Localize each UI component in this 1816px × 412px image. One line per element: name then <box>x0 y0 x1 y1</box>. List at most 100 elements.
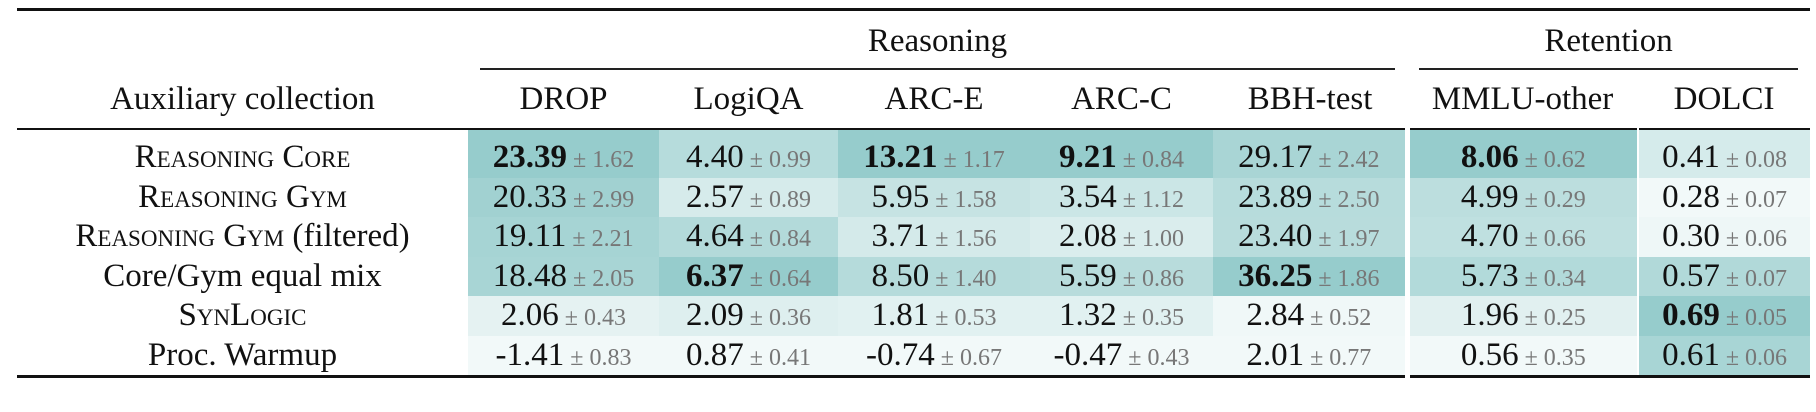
table-cell: 5.95 ± 1.58 <box>838 177 1030 217</box>
cell-error: ± 0.34 <box>1519 266 1586 292</box>
cell-error: ± 0.05 <box>1720 305 1787 331</box>
error-value: 0.52 <box>1329 305 1372 332</box>
row-label-part: Proc. Warmup <box>147 336 338 373</box>
error-value: 0.34 <box>1543 265 1586 292</box>
cell-error: ± 0.35 <box>1117 305 1184 331</box>
table-cell: 4.99 ± 0.29 <box>1404 177 1639 217</box>
table-cell: 1.96 ± 0.25 <box>1404 296 1639 336</box>
cell-error: ± 0.25 <box>1519 305 1586 331</box>
column-header: ARC-E <box>884 80 984 117</box>
cell-error: ± 1.17 <box>938 147 1005 173</box>
cell-value: 0.28 <box>1662 178 1720 215</box>
table-cell: 23.40 ± 1.97 <box>1213 217 1408 257</box>
error-value: 1.86 <box>1337 265 1380 292</box>
cell-error: ± 0.89 <box>744 187 811 213</box>
table-cell: 5.73 ± 0.34 <box>1404 256 1639 296</box>
plus-minus: ± <box>1122 186 1136 213</box>
table-cell: 0.41 ± 0.08 <box>1637 129 1811 178</box>
cell-value: 0.57 <box>1662 257 1720 294</box>
plus-minus: ± <box>1318 226 1332 253</box>
error-value: 0.84 <box>768 226 811 253</box>
row-label: Reasoning Gym (filtered) <box>17 217 468 257</box>
cell-error: ± 0.84 <box>1117 147 1184 173</box>
row-label-part: SynLogic <box>178 297 307 334</box>
plus-minus: ± <box>1122 265 1136 292</box>
row-label: Reasoning Gym <box>17 178 468 218</box>
table-cell: 0.30 ± 0.06 <box>1637 217 1811 257</box>
plus-minus: ± <box>749 265 763 292</box>
cell-error: ± 2.05 <box>567 266 634 292</box>
header-label: Auxiliary collection <box>110 80 375 117</box>
table-cell: 4.70 ± 0.66 <box>1404 217 1639 257</box>
cell-value: 18.48 <box>492 257 568 294</box>
table-cell: 0.61 ± 0.06 <box>1637 335 1811 377</box>
cell-error: ± 1.12 <box>1117 187 1184 213</box>
cell-error: ± 2.99 <box>567 187 634 213</box>
cell-error: ± 0.06 <box>1720 226 1787 252</box>
error-value: 0.08 <box>1745 147 1787 174</box>
plus-minus: ± <box>1318 186 1332 213</box>
plus-minus: ± <box>1725 186 1739 213</box>
group-label: Reasoning <box>480 23 1396 70</box>
plus-minus: ± <box>1524 226 1538 253</box>
cell-value: 4.40 <box>686 139 744 176</box>
error-value: 2.50 <box>1337 186 1380 213</box>
error-value: 1.12 <box>1141 186 1184 213</box>
plus-minus: ± <box>1524 265 1538 292</box>
table-row: Reasoning Gym 20.33 ± 2.99 2.57 ± 0.89 5.95… <box>17 177 1811 218</box>
cell-error: ± 1.58 <box>929 187 996 213</box>
cell-error: ± 0.86 <box>1117 266 1184 292</box>
table-cell: 8.50 ± 1.40 <box>838 256 1030 296</box>
error-value: 0.53 <box>954 305 997 332</box>
plus-minus: ± <box>573 147 587 174</box>
table-body: Reasoning Core 23.39 ± 1.62 4.40 ± 0.99 13.… <box>17 129 1811 377</box>
plus-minus: ± <box>749 147 763 174</box>
cell-value: 23.89 <box>1238 178 1313 215</box>
cell-value: 36.25 <box>1238 257 1313 294</box>
error-value: 0.29 <box>1543 186 1586 213</box>
cell-error: ± 0.36 <box>744 305 811 331</box>
error-value: 0.62 <box>1543 147 1586 174</box>
table-cell: 3.71 ± 1.56 <box>838 217 1030 257</box>
error-value: 1.00 <box>1141 226 1184 253</box>
error-value: 1.97 <box>1337 226 1380 253</box>
cell-value: 4.99 <box>1460 178 1519 215</box>
plus-minus: ± <box>749 226 763 253</box>
error-value: 2.42 <box>1337 147 1380 174</box>
table-row: Proc. Warmup -1.41 ± 0.83 0.87 ± 0.41 -0.74… <box>17 335 1811 377</box>
cell-value: 20.33 <box>492 178 568 215</box>
table-row: Reasoning Gym (filtered) 19.11 ± 2.21 4.64… <box>17 217 1811 257</box>
cell-value: 9.21 <box>1059 139 1117 176</box>
cell-error: ± 2.50 <box>1312 187 1379 213</box>
error-value: 0.35 <box>1543 344 1586 371</box>
table-cell: 6.37 ± 0.64 <box>659 256 838 296</box>
table-cell: 4.64 ± 0.84 <box>659 217 838 257</box>
error-value: 0.07 <box>1745 265 1787 292</box>
table-cell: 18.48 ± 2.05 <box>468 256 659 296</box>
plus-minus: ± <box>1310 305 1324 332</box>
cell-value: -0.47 <box>1053 336 1123 373</box>
row-label-part: (filtered) <box>284 218 410 255</box>
cell-error: ± 0.43 <box>559 305 626 331</box>
error-value: 0.83 <box>589 344 632 371</box>
table-cell: 2.57 ± 0.89 <box>659 177 838 217</box>
cell-error: ± 0.07 <box>1720 266 1787 292</box>
cell-value: 2.57 <box>686 178 744 215</box>
plus-minus: ± <box>749 186 763 213</box>
cell-error: ± 0.83 <box>564 345 631 371</box>
error-value: 2.99 <box>592 186 635 213</box>
cell-value: 23.40 <box>1238 218 1313 255</box>
table-cell: 2.06 ± 0.43 <box>468 296 659 336</box>
column-header: MMLU-other <box>1431 80 1614 117</box>
row-label: Proc. Warmup <box>17 336 468 377</box>
table-cell: 13.21 ± 1.17 <box>838 129 1030 178</box>
error-value: 0.41 <box>768 344 811 371</box>
error-value: 0.07 <box>1745 186 1787 213</box>
table-cell: -0.74 ± 0.67 <box>838 335 1030 377</box>
table-cell: 8.06 ± 0.62 <box>1404 129 1639 178</box>
error-value: 0.06 <box>1745 226 1787 253</box>
plus-minus: ± <box>940 344 954 371</box>
error-value: 0.43 <box>583 305 626 332</box>
cell-error: ± 1.00 <box>1117 226 1184 252</box>
column-header: DOLCI <box>1673 80 1775 117</box>
